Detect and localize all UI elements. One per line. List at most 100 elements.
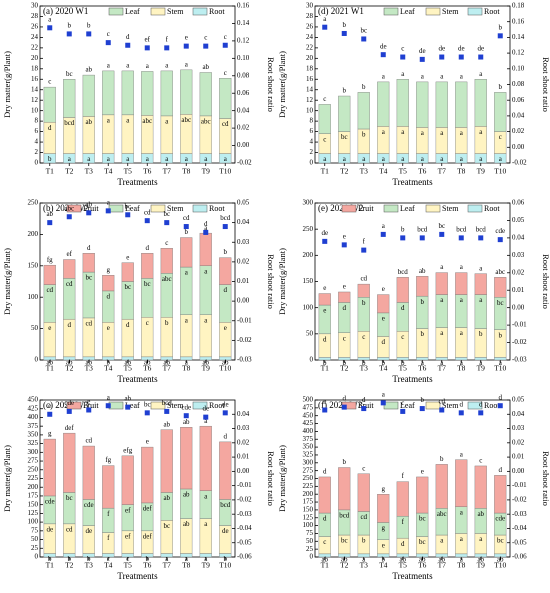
significance-letter: b	[48, 555, 52, 563]
significance-letter: ab	[183, 418, 190, 426]
legend-label: Stem	[167, 204, 184, 213]
significance-letter: e	[146, 438, 149, 446]
ratio-letter: ab	[85, 200, 92, 208]
significance-letter: c	[224, 69, 227, 77]
significance-letter: a	[146, 62, 150, 70]
y-tick-label: 12	[306, 96, 314, 104]
bar-segment	[199, 232, 212, 266]
significance-letter: a	[165, 62, 169, 70]
bar-segment	[357, 92, 370, 130]
legend-swatch	[66, 204, 82, 213]
significance-letter: de	[222, 527, 229, 535]
x-tick-label: T10	[219, 561, 231, 570]
bar-segment	[219, 441, 232, 500]
ratio-letter: bcd	[476, 225, 487, 233]
x-tick-label: T4	[379, 364, 388, 373]
bar-segment	[141, 446, 154, 504]
significance-letter: d	[382, 338, 386, 346]
legend-swatch	[108, 401, 124, 410]
ratio-marker	[183, 413, 189, 419]
y-tick-label: 6	[310, 127, 314, 135]
y-tick-label: 125	[28, 509, 39, 517]
ratio-marker	[47, 25, 53, 31]
bar-segment	[396, 277, 409, 303]
x-tick-label: T3	[85, 364, 94, 373]
significance-letter: a	[204, 316, 208, 324]
y2-tick-label: -0.03	[512, 356, 527, 364]
significance-letter: b	[343, 359, 347, 367]
ratio-marker	[341, 404, 347, 410]
significance-letter: a	[343, 155, 347, 163]
bar-segment	[455, 459, 468, 507]
significance-letter: bc	[144, 280, 151, 288]
bar-segment	[494, 475, 507, 514]
y-tick-label: 375	[303, 435, 314, 443]
significance-letter: ab	[222, 358, 229, 366]
ratio-marker	[164, 408, 170, 414]
significance-letter: a	[460, 296, 464, 304]
y-tick-label: 4	[35, 138, 39, 146]
significance-letter: ab	[341, 555, 348, 563]
x-tick-label: T8	[457, 167, 466, 176]
y2-tick-label: 0.00	[237, 141, 250, 149]
significance-letter: c	[343, 334, 346, 342]
ratio-marker	[361, 247, 367, 253]
ratio-letter: c	[401, 45, 404, 53]
y2-tick-label: 0.05	[512, 396, 525, 404]
significance-letter: b	[165, 319, 169, 327]
y-tick-label: 10	[306, 106, 314, 114]
x-tick-label: T5	[399, 364, 408, 373]
y2-tick-label: -0.06	[512, 553, 527, 561]
significance-letter: d	[48, 124, 52, 132]
legend-label: Stem	[167, 7, 184, 16]
bar-segment	[494, 92, 507, 132]
x-tick-label: T10	[494, 561, 506, 570]
significance-letter: a	[421, 129, 425, 137]
bar-segment	[219, 78, 232, 119]
bar-segment	[357, 283, 370, 298]
significance-letter: f	[107, 510, 110, 518]
significance-letter: ab	[183, 491, 190, 499]
significance-letter: abc	[201, 118, 211, 126]
ratio-marker	[458, 54, 464, 60]
x-axis-label: Treatments	[392, 374, 433, 384]
ratio-marker	[164, 220, 170, 226]
y2-axis-label: Root shoot ratio	[266, 451, 276, 506]
chart-title: (e) 2021 W2	[318, 203, 363, 213]
y-tick-label: 200	[28, 230, 39, 238]
significance-letter: a	[479, 296, 483, 304]
x-tick-label: T8	[182, 364, 191, 373]
significance-letter: cd	[222, 120, 229, 128]
ratio-marker	[322, 238, 328, 244]
ratio-marker	[439, 231, 445, 237]
x-tick-label: T9	[202, 561, 211, 570]
legend-label: Root	[484, 7, 500, 16]
y2-tick-label: 0.16	[512, 17, 525, 25]
significance-letter: a	[204, 520, 208, 528]
significance-letter: b	[362, 83, 366, 91]
significance-letter: bc	[85, 274, 92, 282]
ratio-letter: ab	[46, 210, 53, 218]
y-tick-label: 0	[310, 356, 314, 364]
significance-letter: b	[362, 537, 366, 545]
y-tick-label: 250	[28, 465, 39, 473]
chart-title: (d) 2021 W1	[318, 6, 364, 16]
y-tick-label: 50	[31, 535, 39, 543]
bar-segment	[121, 262, 134, 282]
significance-letter: a	[440, 537, 444, 545]
legend-label: Leaf	[400, 204, 415, 213]
legend-label: Fruit	[358, 204, 374, 213]
x-tick-label: T10	[219, 364, 231, 373]
significance-letter: e	[382, 541, 385, 549]
y2-tick-label: 0.12	[512, 49, 525, 57]
ratio-marker	[458, 235, 464, 241]
bar-segment	[435, 464, 448, 509]
significance-letter: b	[421, 330, 425, 338]
significance-letter: a	[460, 329, 464, 337]
y2-tick-label: 0.03	[512, 424, 525, 432]
significance-letter: ab	[85, 358, 92, 366]
y-tick-label: 200	[303, 251, 314, 259]
ratio-marker	[400, 235, 406, 241]
significance-letter: b	[440, 455, 444, 463]
ratio-letter: cd	[144, 208, 151, 216]
